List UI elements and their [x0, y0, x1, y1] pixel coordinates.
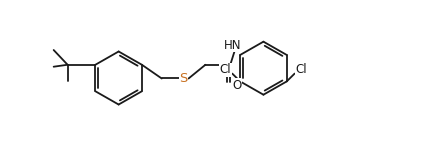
Text: HN: HN [224, 39, 241, 52]
Text: Cl: Cl [296, 63, 308, 76]
Text: Cl: Cl [220, 63, 231, 76]
Text: O: O [233, 79, 242, 92]
Text: S: S [179, 72, 188, 85]
